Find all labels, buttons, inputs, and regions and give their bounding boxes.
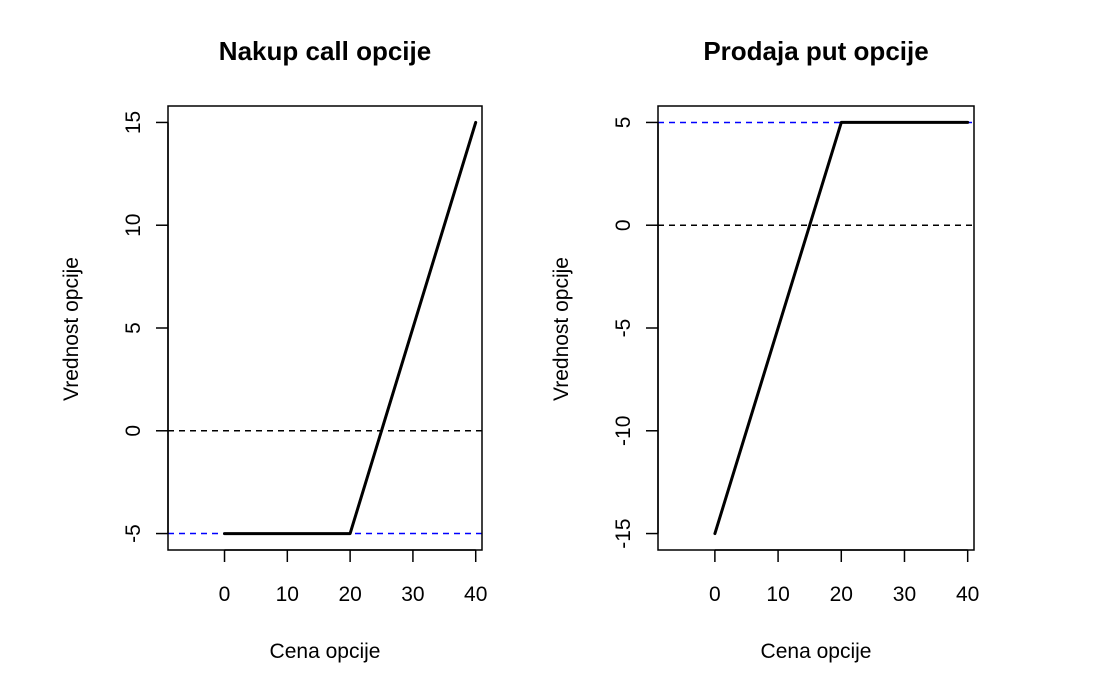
chart-title: Prodaja put opcije — [703, 36, 928, 66]
y-tick-label: 0 — [612, 219, 635, 231]
x-tick-label: 0 — [219, 583, 231, 606]
x-tick-label: 0 — [709, 583, 721, 606]
y-tick-label: 5 — [612, 117, 635, 129]
x-tick-label: 40 — [464, 583, 487, 606]
x-tick-label: 20 — [830, 583, 853, 606]
x-axis-label: Cena opcije — [761, 640, 872, 663]
y-tick-label: -5 — [612, 319, 635, 338]
y-tick-label: 0 — [122, 425, 145, 437]
x-tick-label: 10 — [276, 583, 299, 606]
y-axis-label: Vrednost opcije — [550, 257, 573, 401]
y-tick-label: -5 — [122, 524, 145, 543]
x-axis-label: Cena opcije — [270, 640, 381, 663]
x-tick-label: 10 — [766, 583, 789, 606]
chart-panel-put: Prodaja put opcije Cena opcije Vrednost … — [550, 36, 979, 663]
y-axis-label: Vrednost opcije — [60, 257, 83, 401]
series-line-0 — [713, 120, 970, 536]
plot-area: 0 10 20 30 40 -5 0 5 10 15 — [122, 105, 487, 606]
series-line-0 — [223, 120, 478, 536]
plot-area: 0 10 20 30 40 -15 -10 -5 0 5 — [612, 105, 979, 606]
chart-panel-call: Nakup call opcije Cena opcije Vrednost o… — [60, 36, 487, 663]
y-tick-label: -10 — [612, 416, 635, 446]
y-tick-label: -15 — [612, 518, 635, 548]
y-tick-label: 10 — [122, 214, 145, 237]
x-tick-label: 30 — [893, 583, 916, 606]
x-tick-label: 20 — [338, 583, 361, 606]
y-tick-label: 15 — [122, 111, 145, 134]
y-tick-label: 5 — [122, 322, 145, 334]
x-tick-label: 30 — [401, 583, 424, 606]
chart-title: Nakup call opcije — [219, 36, 431, 66]
x-tick-label: 40 — [956, 583, 979, 606]
